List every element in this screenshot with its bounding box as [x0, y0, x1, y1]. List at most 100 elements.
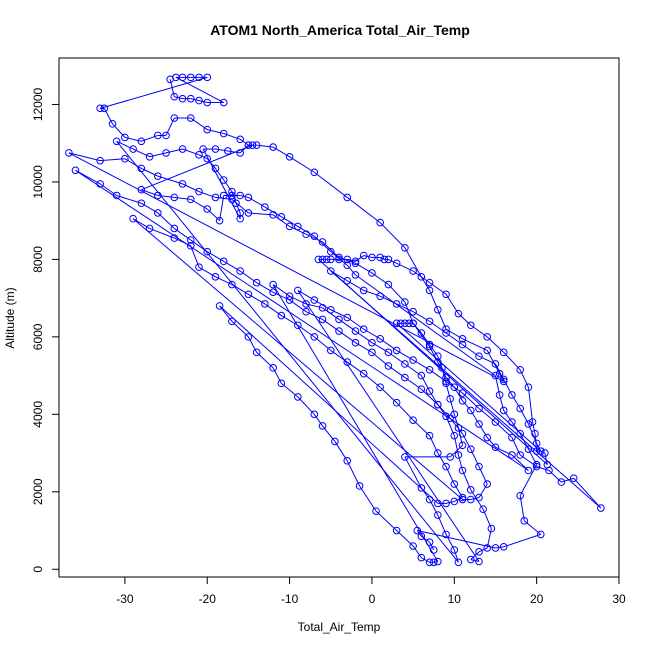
- series-line-segment: [421, 557, 430, 563]
- data-point: [483, 346, 492, 355]
- data-point: [302, 230, 310, 239]
- data-point: [199, 145, 207, 153]
- data-point: [219, 176, 228, 184]
- data-point: [186, 195, 195, 204]
- series-line-segment: [445, 500, 455, 504]
- data-point: [384, 362, 393, 370]
- x-tick-label: -30: [116, 592, 134, 606]
- data-point: [458, 340, 467, 349]
- data-point: [343, 457, 352, 465]
- y-tick-label: 8000: [31, 246, 45, 273]
- data-point: [195, 96, 203, 105]
- series-line-segment: [379, 222, 406, 249]
- series-line-segment: [297, 290, 480, 562]
- data-point: [310, 333, 319, 341]
- series-line-segment: [437, 356, 443, 369]
- series-line-segment: [457, 454, 464, 471]
- data-point: [294, 286, 302, 295]
- data-point: [458, 466, 467, 475]
- series-line-segment: [190, 245, 200, 268]
- data-point: [310, 232, 319, 240]
- data-point: [438, 364, 446, 372]
- data-point: [269, 280, 277, 289]
- data-point: [368, 269, 376, 277]
- data-point: [376, 253, 384, 262]
- data-point: [351, 257, 360, 266]
- series-line-segment: [305, 303, 323, 309]
- series-line-segment: [420, 276, 431, 291]
- series-line-segment: [421, 535, 430, 543]
- data-point: [446, 453, 454, 461]
- series-line-segment: [313, 171, 348, 198]
- data-point: [516, 451, 524, 459]
- series-line-segment: [499, 373, 505, 382]
- series-line-segment: [470, 559, 480, 562]
- series-line-segment: [486, 437, 496, 448]
- series-line-segment: [548, 470, 562, 483]
- series-line-segment: [313, 414, 323, 427]
- data-point: [532, 447, 541, 455]
- data-point: [154, 209, 162, 217]
- data-point: [458, 429, 467, 438]
- data-point: [536, 530, 545, 539]
- series-line-segment: [470, 489, 484, 510]
- data-point: [417, 371, 426, 380]
- data-point: [162, 149, 170, 157]
- data-point: [458, 441, 467, 450]
- series-line-segment: [223, 133, 241, 140]
- data-point: [499, 377, 508, 386]
- series-line-segment: [511, 421, 521, 434]
- data-point: [170, 234, 179, 242]
- series-line-segment: [503, 352, 521, 371]
- x-tick-label: 0: [369, 592, 376, 606]
- series-line-segment: [454, 497, 463, 502]
- series-line-segment: [198, 100, 208, 104]
- data-point: [302, 300, 310, 308]
- data-point: [442, 499, 450, 508]
- series-line-segment: [462, 338, 488, 351]
- data-point: [228, 317, 236, 326]
- data-point: [483, 544, 492, 552]
- series-line-segment: [495, 546, 504, 549]
- data-point: [351, 271, 360, 279]
- data-point: [343, 276, 352, 285]
- data-point: [425, 286, 434, 295]
- series-line-segment: [396, 322, 542, 452]
- data-point: [454, 451, 463, 459]
- series-line-segment: [182, 183, 200, 193]
- data-point: [458, 335, 467, 343]
- data-point: [442, 325, 450, 333]
- series-line-segment: [573, 477, 602, 509]
- data-point: [121, 154, 129, 163]
- data-point: [368, 348, 376, 357]
- x-tick-label: -20: [199, 592, 217, 606]
- x-tick-label: -10: [281, 592, 299, 606]
- series-line-segment: [429, 390, 439, 405]
- data-point: [425, 365, 434, 374]
- data-point: [228, 195, 236, 204]
- data-point: [425, 340, 434, 349]
- data-point: [244, 141, 253, 149]
- data-point: [376, 335, 384, 343]
- data-point: [536, 447, 545, 455]
- series-line-segment: [470, 497, 480, 501]
- series-line-segment: [437, 452, 447, 467]
- data-point: [170, 193, 179, 202]
- data-point: [543, 460, 552, 469]
- series-line-segment: [478, 355, 496, 365]
- series-line-segment: [449, 444, 463, 458]
- data-point: [326, 346, 335, 355]
- series-line-segment: [388, 258, 397, 264]
- data-point: [450, 431, 459, 440]
- data-point: [368, 253, 376, 262]
- series-line-segment: [305, 233, 323, 243]
- data-point: [359, 325, 368, 333]
- series-line-segment: [429, 344, 439, 357]
- data-point: [425, 278, 434, 287]
- data-point: [409, 356, 417, 364]
- data-point: [343, 313, 352, 322]
- data-point: [203, 154, 212, 163]
- data-point: [442, 462, 450, 471]
- data-point: [203, 98, 212, 107]
- data-point: [269, 143, 277, 151]
